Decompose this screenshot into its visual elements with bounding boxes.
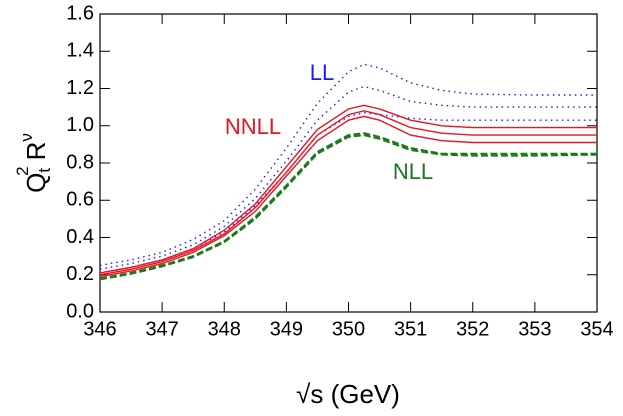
x-tick-label: 349 [270,318,303,340]
curve [99,134,598,281]
x-tick-label: 347 [145,318,178,340]
y-tick-label: 1.6 [66,2,94,24]
x-tick-label: 354 [580,318,613,340]
x-tick-label: 353 [518,318,551,340]
curve [99,63,597,267]
plot-frame [99,13,598,313]
x-tick-label: 351 [394,318,427,340]
y-tick-label: 0.6 [66,189,94,211]
x-tick-label: 346 [83,318,116,340]
series-label: LL [310,60,334,85]
curve [99,115,597,278]
curve [99,132,597,280]
curve [99,110,597,276]
y-label-part: Q [21,173,51,193]
series-label: NNLL [225,114,281,139]
y-label-part: ν [17,133,36,142]
y-tick-label: 0.2 [66,263,94,285]
y-tick-label: 0.0 [66,300,94,322]
y-label-part: 2 [13,166,32,175]
x-axis-label: √s (GeV) [296,379,400,409]
x-tick-label: 352 [456,318,489,340]
y-label-part: t [35,168,54,173]
y-tick-label: 0.8 [66,151,94,173]
y-tick-label: 1.2 [66,77,94,99]
y-label-part: R [21,142,51,161]
x-tick-label: 348 [208,318,241,340]
x-tick-label: 350 [332,318,365,340]
y-tick-label: 1.4 [66,40,94,62]
y-tick-label: 0.4 [66,226,94,248]
y-axis-label: Qt2 Rν [13,133,54,193]
y-tick-label: 1.0 [66,114,94,136]
series-label: NLL [393,159,433,184]
curve [99,104,597,274]
